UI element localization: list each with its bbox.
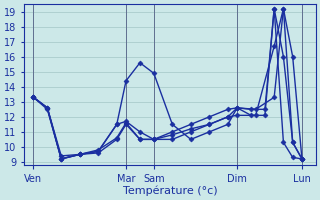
X-axis label: Température (°c): Température (°c) [123,185,217,196]
